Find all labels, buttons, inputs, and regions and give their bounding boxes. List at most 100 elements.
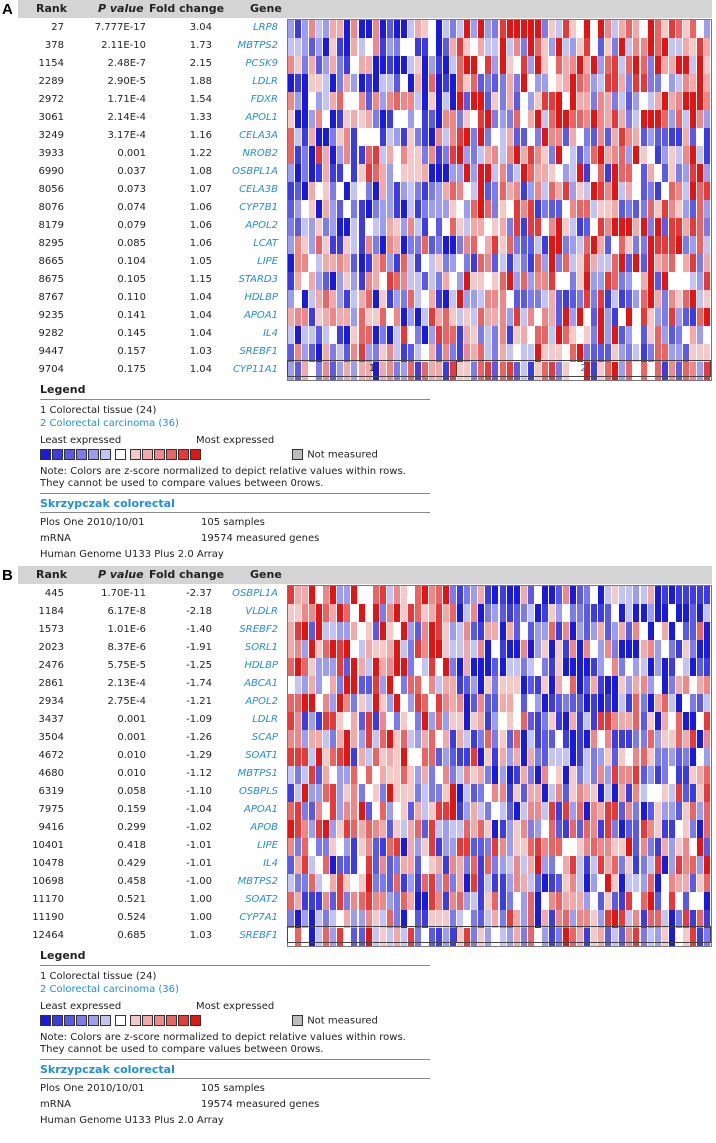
heatmap-cell[interactable]	[372, 92, 380, 110]
heatmap-cell[interactable]	[647, 254, 655, 272]
heatmap-cell[interactable]	[485, 820, 493, 838]
heatmap-cell[interactable]	[457, 362, 465, 380]
heatmap-cell[interactable]	[598, 146, 606, 164]
heatmap-cell[interactable]	[492, 92, 500, 110]
heatmap-cell[interactable]	[393, 326, 401, 344]
heatmap-cell[interactable]	[436, 56, 444, 74]
heatmap-cell[interactable]	[288, 928, 296, 946]
heatmap-cell[interactable]	[541, 182, 549, 200]
heatmap-cell[interactable]	[548, 20, 556, 38]
heatmap-cell[interactable]	[443, 236, 451, 254]
heatmap-cell[interactable]	[640, 344, 648, 362]
heatmap-cell[interactable]	[513, 164, 521, 182]
heatmap-cell[interactable]	[309, 92, 317, 110]
heatmap-cell[interactable]	[309, 604, 317, 622]
heatmap-cell[interactable]	[527, 586, 535, 604]
heatmap-cell[interactable]	[696, 820, 704, 838]
heatmap-cell[interactable]	[393, 56, 401, 74]
heatmap-cell[interactable]	[302, 344, 310, 362]
heatmap-cell[interactable]	[288, 838, 296, 856]
heatmap-cell[interactable]	[633, 910, 641, 928]
heatmap-cell[interactable]	[351, 344, 359, 362]
heatmap-cell[interactable]	[485, 74, 493, 92]
heatmap-cell[interactable]	[302, 820, 310, 838]
heatmap-cell[interactable]	[386, 74, 394, 92]
heatmap-cell[interactable]	[541, 344, 549, 362]
heatmap-cell[interactable]	[323, 586, 331, 604]
heatmap-cell[interactable]	[555, 272, 563, 290]
heatmap-cell[interactable]	[478, 272, 486, 290]
gene-link[interactable]: SREBF1	[239, 930, 278, 941]
heatmap-cell[interactable]	[513, 712, 521, 730]
heatmap-cell[interactable]	[668, 272, 676, 290]
heatmap-cell[interactable]	[682, 362, 690, 380]
heatmap-cell[interactable]	[598, 604, 606, 622]
heatmap-cell[interactable]	[414, 910, 422, 928]
heatmap-cell[interactable]	[485, 218, 493, 236]
heatmap-cell[interactable]	[365, 344, 373, 362]
heatmap-cell[interactable]	[429, 308, 437, 326]
heatmap-cell[interactable]	[365, 604, 373, 622]
heatmap-cell[interactable]	[372, 802, 380, 820]
heatmap-cell[interactable]	[443, 766, 451, 784]
heatmap-cell[interactable]	[661, 38, 669, 56]
heatmap-cell[interactable]	[689, 344, 697, 362]
heatmap-cell[interactable]	[619, 712, 627, 730]
heatmap-cell[interactable]	[647, 586, 655, 604]
heatmap-cell[interactable]	[429, 586, 437, 604]
heatmap-cell[interactable]	[316, 748, 324, 766]
heatmap-cell[interactable]	[675, 326, 683, 344]
heatmap-cell[interactable]	[344, 622, 352, 640]
heatmap-cell[interactable]	[626, 730, 634, 748]
heatmap-cell[interactable]	[703, 74, 711, 92]
heatmap-cell[interactable]	[344, 146, 352, 164]
heatmap-cell[interactable]	[358, 128, 366, 146]
heatmap-cell[interactable]	[605, 730, 613, 748]
heatmap-cell[interactable]	[612, 820, 620, 838]
heatmap-cell[interactable]	[443, 640, 451, 658]
heatmap-cell[interactable]	[548, 164, 556, 182]
heatmap-cell[interactable]	[492, 308, 500, 326]
heatmap-cell[interactable]	[527, 344, 535, 362]
heatmap-cell[interactable]	[386, 92, 394, 110]
heatmap-cell[interactable]	[386, 344, 394, 362]
heatmap-cell[interactable]	[450, 344, 458, 362]
heatmap-cell[interactable]	[379, 200, 387, 218]
heatmap-cell[interactable]	[499, 784, 507, 802]
heatmap-cell[interactable]	[591, 344, 599, 362]
heatmap-cell[interactable]	[605, 326, 613, 344]
heatmap-cell[interactable]	[288, 308, 296, 326]
heatmap-cell[interactable]	[654, 820, 662, 838]
heatmap-cell[interactable]	[471, 856, 479, 874]
heatmap-cell[interactable]	[471, 730, 479, 748]
heatmap-cell[interactable]	[443, 622, 451, 640]
heatmap-cell[interactable]	[640, 820, 648, 838]
heatmap-cell[interactable]	[577, 784, 585, 802]
heatmap-cell[interactable]	[443, 56, 451, 74]
heatmap-cell[interactable]	[555, 892, 563, 910]
heatmap-cell[interactable]	[421, 20, 429, 38]
heatmap-cell[interactable]	[513, 604, 521, 622]
heatmap-cell[interactable]	[337, 38, 345, 56]
heatmap-cell[interactable]	[407, 128, 415, 146]
heatmap-cell[interactable]	[527, 254, 535, 272]
heatmap-cell[interactable]	[605, 658, 613, 676]
heatmap-cell[interactable]	[570, 658, 578, 676]
heatmap-cell[interactable]	[337, 856, 345, 874]
heatmap-cell[interactable]	[548, 892, 556, 910]
heatmap-cell[interactable]	[703, 802, 711, 820]
heatmap-cell[interactable]	[351, 820, 359, 838]
heatmap-cell[interactable]	[696, 146, 704, 164]
heatmap-cell[interactable]	[295, 344, 303, 362]
heatmap-cell[interactable]	[668, 290, 676, 308]
heatmap-cell[interactable]	[393, 92, 401, 110]
heatmap-cell[interactable]	[675, 146, 683, 164]
heatmap-cell[interactable]	[682, 622, 690, 640]
heatmap-cell[interactable]	[577, 308, 585, 326]
heatmap-cell[interactable]	[316, 38, 324, 56]
heatmap-cell[interactable]	[288, 362, 296, 380]
heatmap-cell[interactable]	[436, 802, 444, 820]
heatmap-cell[interactable]	[605, 892, 613, 910]
heatmap-cell[interactable]	[668, 164, 676, 182]
heatmap-cell[interactable]	[541, 640, 549, 658]
